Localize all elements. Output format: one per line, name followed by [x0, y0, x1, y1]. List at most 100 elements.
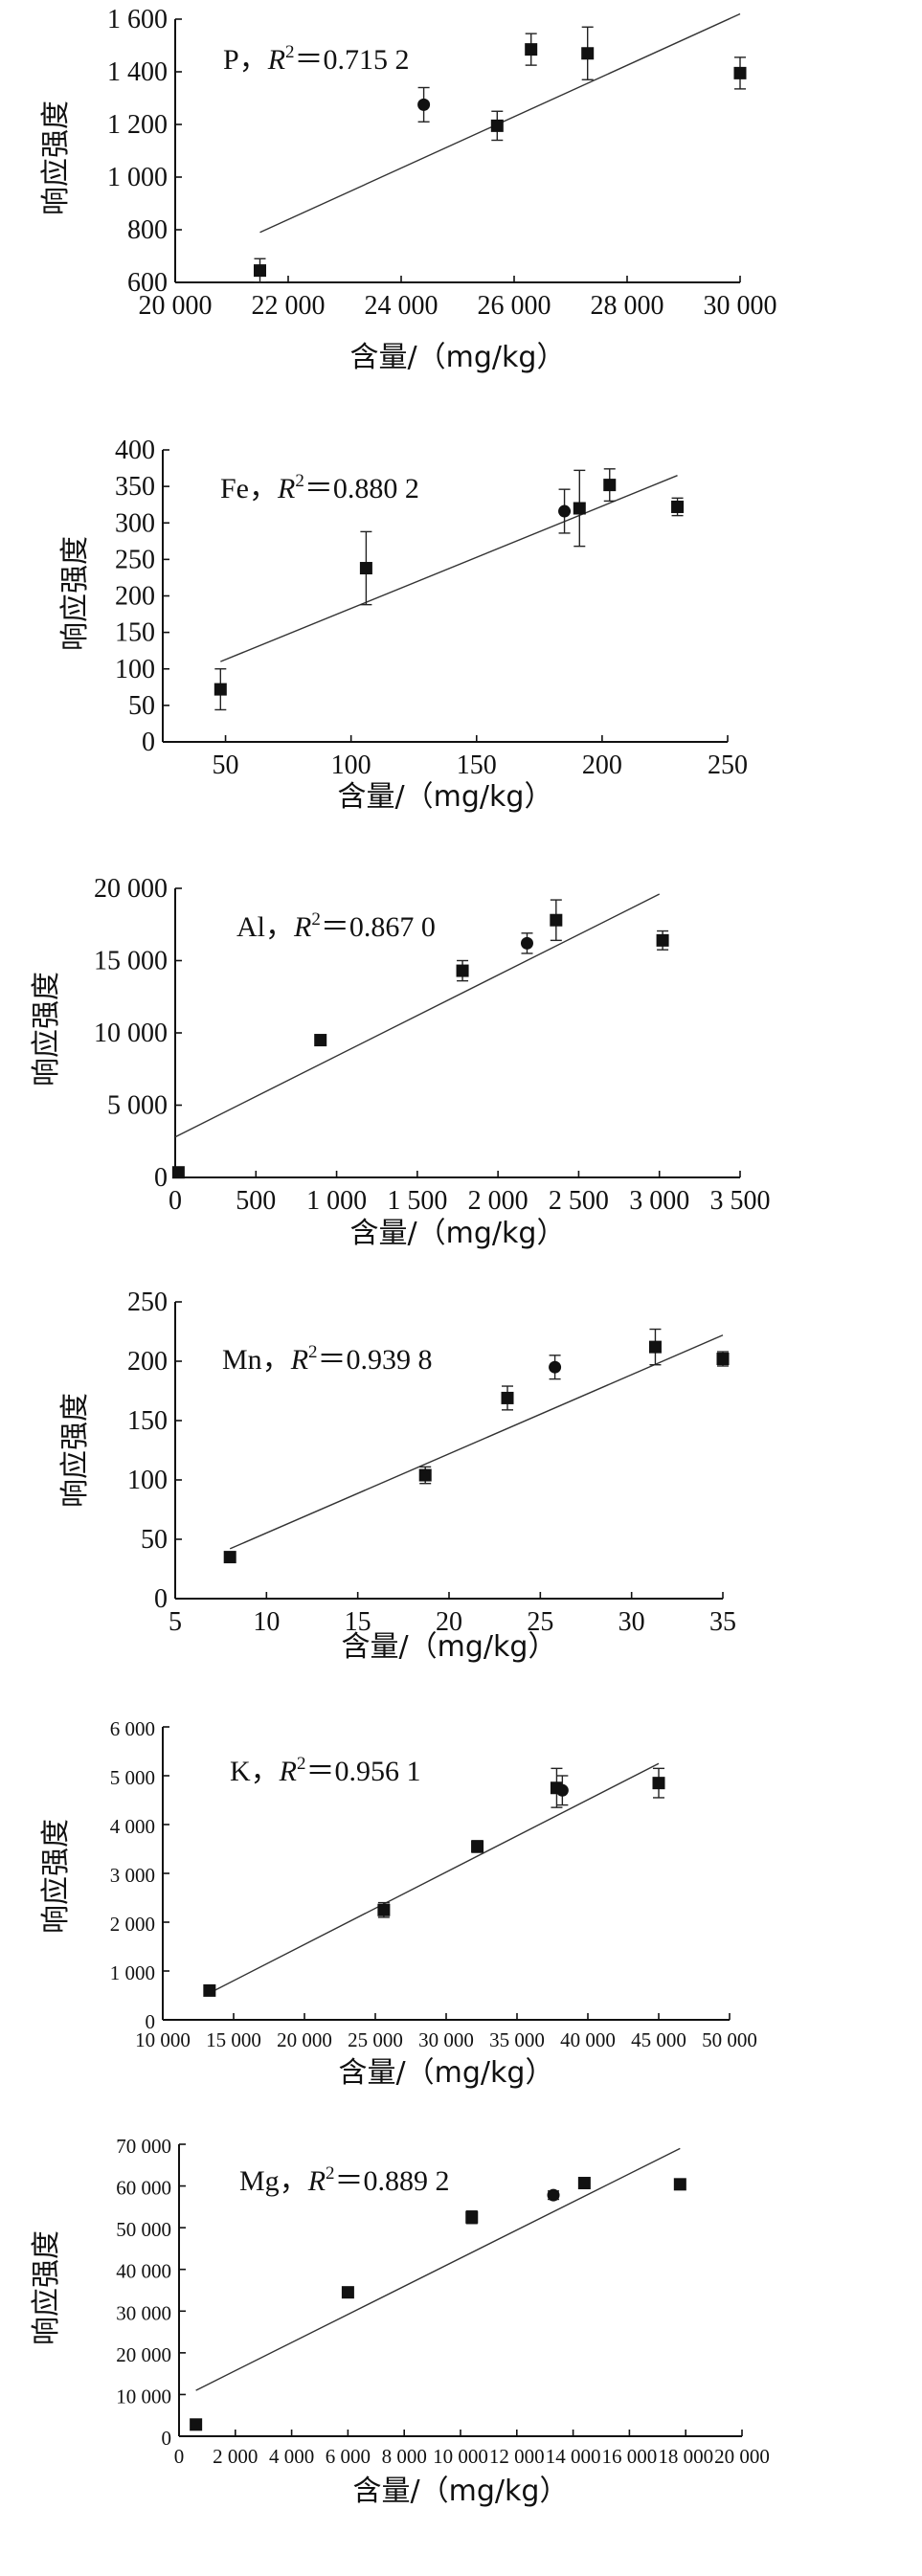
r2-annotation: Mg，R2＝0.889 2 — [239, 2163, 450, 2197]
y-tick-label: 250 — [127, 1288, 168, 1317]
x-tick-label: 35 000 — [489, 2028, 545, 2051]
data-point — [418, 1468, 432, 1482]
x-tick-label: 10 — [253, 1607, 280, 1637]
y-tick-label: 1 000 — [107, 163, 168, 192]
x-tick-label: 0 — [174, 2445, 185, 2468]
chart-mn: 0 50 100 150 200 250 5 10 15 20 25 30 35 Mn，R2＝0.939 … — [58, 1288, 736, 1664]
y-tick-label: 100 — [115, 655, 155, 684]
r2-value: ＝0.867 0 — [321, 911, 436, 943]
x-tick-label: 12 000 — [489, 2445, 545, 2468]
y-tick-label: 50 000 — [116, 2218, 171, 2241]
y-tick-label: 300 — [115, 508, 155, 538]
fit-line — [209, 1762, 660, 1994]
x-tick-label: 28 000 — [591, 291, 664, 321]
x-tick-label: 3 000 — [629, 1186, 689, 1216]
x-tick-label: 150 — [457, 750, 497, 780]
r2-annotation: Mn，R2＝0.939 8 — [222, 1342, 433, 1376]
r2-value: ＝0.956 1 — [306, 1756, 421, 1787]
x-tick-label: 20 000 — [139, 291, 213, 321]
x-tick-label: 500 — [236, 1186, 276, 1216]
data-point — [581, 47, 595, 60]
x-tick-label: 30 000 — [704, 291, 777, 321]
data-point — [520, 936, 533, 950]
x-tick-label: 5 — [169, 1607, 182, 1637]
chart-al: 0 5 000 10 000 15 000 20 000 0 500 1 000 1 500 2 … — [30, 874, 771, 1250]
x-tick-label: 14 000 — [546, 2445, 601, 2468]
x-tick-label: 4 000 — [269, 2445, 314, 2468]
y-tick-label: 60 000 — [116, 2177, 171, 2200]
data-point — [341, 2286, 354, 2299]
x-tick-label: 22 000 — [252, 291, 326, 321]
y-tick-label: 5 000 — [107, 1091, 168, 1121]
r2-superscript: 2 — [297, 1754, 306, 1774]
chart-fe: 0 50 100 150 200 250 300 350 400 50 100 150 200 250 Fe… — [58, 436, 748, 814]
y-tick-label: 40 000 — [116, 2260, 171, 2283]
x-tick-label: 25 000 — [348, 2028, 403, 2051]
data-point — [465, 2210, 479, 2224]
x-axis-label: 含量/（mg/kg） — [342, 1630, 557, 1664]
y-tick-label: 4 000 — [110, 1815, 155, 1838]
y-tick-label: 10 000 — [94, 1019, 168, 1048]
y-tick-label: 400 — [115, 436, 155, 465]
data-point — [573, 502, 586, 515]
r2-superscript: 2 — [295, 471, 304, 491]
x-tick-label: 10 000 — [433, 2445, 488, 2468]
y-tick-label: 20 000 — [94, 874, 168, 904]
x-tick-label: 1 500 — [387, 1186, 447, 1216]
element-label: K， — [230, 1756, 280, 1787]
x-tick-label: 26 000 — [478, 291, 551, 321]
x-tick-label: 1 000 — [306, 1186, 367, 1216]
y-tick-label: 15 000 — [94, 947, 168, 976]
y-tick-label: 30 000 — [116, 2301, 171, 2324]
y-tick-label: 200 — [115, 582, 155, 612]
data-point — [254, 264, 266, 278]
data-point — [471, 1840, 484, 1853]
data-point — [550, 913, 563, 927]
r2-annotation: K，R2＝0.956 1 — [230, 1754, 421, 1787]
x-tick-label: 0 — [169, 1186, 182, 1216]
y-tick-label: 6 000 — [110, 1717, 155, 1740]
x-tick-label: 200 — [582, 750, 622, 780]
x-tick-label: 2 000 — [468, 1186, 528, 1216]
element-label: Mn， — [222, 1344, 291, 1376]
data-point — [716, 1353, 730, 1366]
x-tick-label: 20 — [436, 1607, 462, 1637]
data-point — [490, 119, 504, 132]
r2-value: ＝0.715 2 — [295, 44, 410, 76]
y-tick-label: 150 — [115, 618, 155, 648]
y-tick-label: 1 000 — [110, 1961, 155, 1984]
x-axis-label: 含量/（mg/kg） — [339, 2056, 554, 2090]
data-point — [603, 479, 617, 492]
chart-p: 600 800 1 000 1 200 1 400 1 600 20 000 22 000 24… — [39, 5, 777, 374]
x-axis-label: 含量/（mg/kg） — [338, 780, 553, 814]
x-tick-label: 15 — [345, 1607, 371, 1637]
r2-symbol: R — [307, 2165, 326, 2197]
y-tick-label: 0 — [142, 728, 155, 757]
x-axis-label: 含量/（mg/kg） — [350, 1217, 566, 1250]
y-axis-label: 响应强度 — [39, 1819, 73, 1934]
data-point — [549, 1360, 562, 1374]
x-tick-label: 30 000 — [418, 2028, 474, 2051]
data-point — [377, 1903, 391, 1916]
fit-line — [195, 2147, 681, 2391]
r2-annotation: Fe，R2＝0.880 2 — [220, 471, 419, 504]
y-axis-label: 响应强度 — [30, 2230, 63, 2345]
y-tick-label: 10 000 — [116, 2385, 171, 2408]
r2-symbol: R — [279, 1756, 297, 1787]
y-tick-label: 1 600 — [107, 5, 168, 34]
chart-mg: 0 10 000 20 000 30 000 40 000 50 000 60 000 70 … — [30, 2135, 770, 2508]
y-tick-label: 0 — [146, 2010, 156, 2033]
x-tick-label: 2 500 — [549, 1186, 609, 1216]
r2-symbol: R — [293, 911, 311, 943]
r2-superscript: 2 — [311, 909, 321, 930]
r2-superscript: 2 — [308, 1342, 318, 1362]
x-tick-label: 8 000 — [382, 2445, 427, 2468]
y-tick-label: 20 000 — [116, 2343, 171, 2366]
x-tick-label: 2 000 — [213, 2445, 258, 2468]
data-point — [671, 500, 685, 513]
data-point — [214, 683, 227, 696]
x-tick-label: 250 — [708, 750, 748, 780]
x-tick-label: 18 000 — [658, 2445, 713, 2468]
data-point — [525, 43, 538, 56]
